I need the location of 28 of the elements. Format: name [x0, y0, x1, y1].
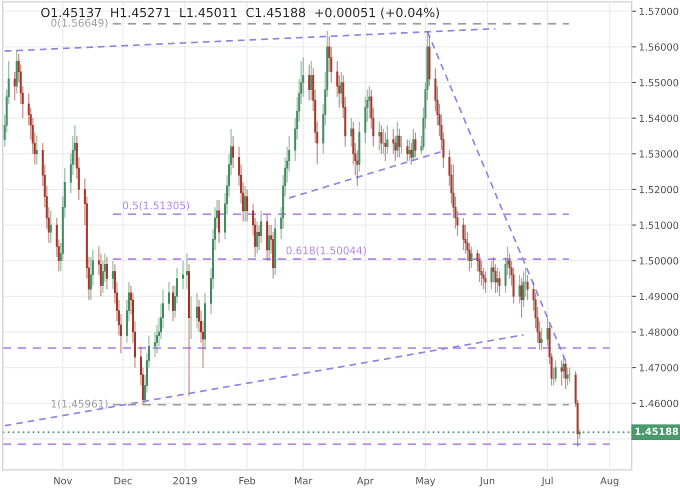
- x-tick-label: Mar: [294, 477, 312, 484]
- x-tick-label: Jul: [541, 476, 553, 486]
- x-tick-label: Jun: [479, 477, 494, 486]
- ref-line-label: 1.45188: [636, 428, 678, 436]
- x-tick-label: Dec: [114, 477, 132, 484]
- y-tick-label: 1.48000: [640, 328, 678, 336]
- x-tick-label: Nov: [54, 477, 72, 484]
- y-tick-label: 1.50000: [640, 257, 678, 265]
- y-tick-label: 1.49000: [640, 292, 678, 300]
- ref-line-label: 0(1.56649): [51, 18, 108, 28]
- x-tick-label: Feb: [239, 476, 256, 484]
- y-tick-label: 1.54000: [640, 114, 678, 122]
- ref-line-label: 0.5(1.51305): [122, 201, 190, 211]
- ref-line-label: 0.618(1.50044): [286, 246, 366, 256]
- annotation: O1.45137 H1.45271 L1.45011 C1.45188 +0.00051 (+0.04%): [41, 8, 439, 19]
- y-tick-label: 1.53000: [640, 150, 678, 158]
- y-tick-label: 1.47000: [640, 364, 678, 372]
- x-tick-label: Apr: [356, 477, 374, 486]
- y-tick-label: 1.46000: [640, 400, 678, 408]
- x-tick-label: 2019: [173, 477, 197, 484]
- x-tick-label: May: [416, 477, 436, 486]
- y-tick-label: 1.51000: [640, 222, 678, 229]
- ref-line-label: 1(1.45961): [52, 400, 108, 409]
- y-tick-label: 1.55000: [640, 78, 678, 86]
- y-tick-label: 1.52000: [640, 186, 678, 194]
- y-tick-label: 1.57000: [640, 8, 678, 16]
- x-tick-label: Aug: [600, 477, 618, 486]
- y-tick-label: 1.56000: [640, 43, 678, 51]
